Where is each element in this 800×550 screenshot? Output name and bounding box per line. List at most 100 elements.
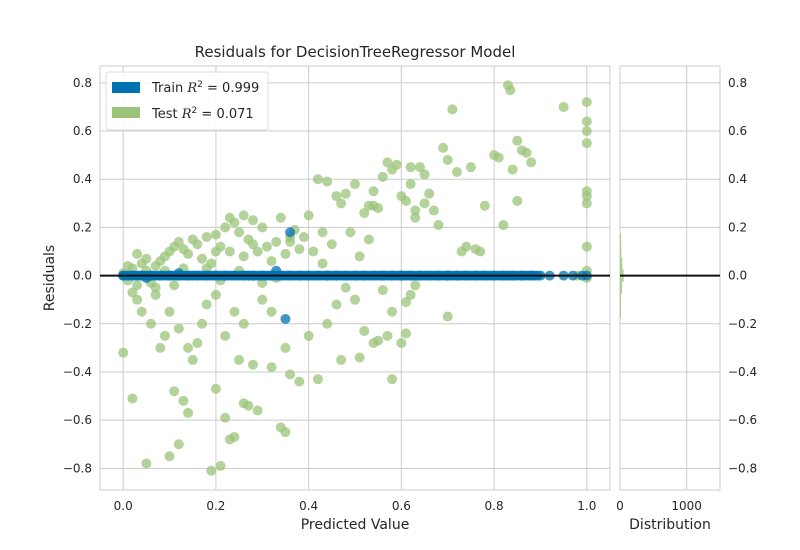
test-point bbox=[359, 326, 370, 336]
test-point bbox=[252, 246, 263, 257]
test-point bbox=[220, 330, 231, 341]
x-tick-label: 1.0 bbox=[577, 499, 596, 513]
test-point bbox=[505, 85, 516, 96]
test-point bbox=[164, 306, 175, 317]
test-point bbox=[350, 294, 360, 305]
test-point bbox=[257, 222, 268, 233]
distribution-y-tick-label: 0.2 bbox=[728, 220, 747, 234]
test-point bbox=[234, 227, 245, 238]
test-point bbox=[479, 200, 490, 211]
test-point bbox=[173, 439, 184, 450]
test-point bbox=[447, 104, 458, 115]
test-point bbox=[373, 335, 384, 346]
x-axis-label: Predicted Value bbox=[301, 517, 410, 533]
test-point bbox=[401, 297, 411, 308]
test-point bbox=[155, 342, 166, 353]
test-point bbox=[452, 167, 462, 177]
test-point bbox=[127, 287, 138, 298]
test-point bbox=[243, 400, 254, 411]
test-point bbox=[581, 138, 592, 149]
test-point bbox=[229, 432, 240, 442]
test-point bbox=[507, 164, 518, 175]
test-point bbox=[336, 354, 347, 365]
test-point bbox=[442, 154, 453, 165]
test-point bbox=[405, 179, 416, 190]
test-point bbox=[266, 362, 277, 373]
test-point bbox=[136, 306, 147, 317]
y-tick-label: 0.0 bbox=[73, 269, 92, 283]
test-point bbox=[141, 458, 152, 469]
test-point bbox=[387, 374, 398, 385]
test-point bbox=[308, 246, 319, 257]
test-point bbox=[317, 258, 328, 269]
test-point bbox=[164, 451, 175, 462]
test-point bbox=[252, 405, 263, 416]
test-point bbox=[391, 159, 402, 170]
legend-entry-test: Test R2 = 0.071 bbox=[151, 106, 254, 122]
test-point bbox=[401, 328, 411, 339]
y-tick-label: −0.4 bbox=[63, 365, 92, 379]
test-point bbox=[512, 195, 523, 206]
legend-swatch-test bbox=[112, 107, 140, 118]
test-point bbox=[224, 212, 235, 223]
test-point bbox=[192, 239, 203, 250]
test-point bbox=[192, 338, 203, 349]
test-series bbox=[118, 80, 592, 476]
test-point bbox=[331, 299, 342, 310]
test-point bbox=[201, 232, 212, 243]
test-point bbox=[377, 285, 388, 296]
test-point bbox=[210, 289, 221, 300]
test-point bbox=[322, 176, 333, 187]
distribution-y-tick-label: 0.0 bbox=[728, 269, 747, 283]
test-point bbox=[581, 191, 592, 202]
distribution-y-tick-label: −0.2 bbox=[728, 317, 757, 331]
test-point bbox=[312, 374, 323, 385]
test-point bbox=[229, 306, 240, 317]
distribution-y-tick-label: −0.4 bbox=[728, 365, 757, 379]
distribution-x-ticks: 0 1000 bbox=[616, 499, 702, 513]
distribution-plot-area bbox=[619, 65, 721, 491]
test-point bbox=[173, 236, 184, 247]
distribution-x-tick-label: 1000 bbox=[671, 499, 702, 513]
test-point bbox=[220, 412, 231, 423]
test-point bbox=[285, 236, 296, 247]
distribution-y-tick-label: 0.8 bbox=[728, 76, 747, 90]
test-point bbox=[419, 169, 430, 180]
test-point bbox=[414, 162, 425, 173]
test-point bbox=[210, 246, 221, 257]
test-point bbox=[169, 280, 180, 291]
train-point bbox=[280, 313, 291, 324]
test-point bbox=[382, 330, 393, 341]
x-tick-label: 0.8 bbox=[485, 499, 504, 513]
main-y-ticks: −0.8 −0.6 −0.4 −0.2 0.0 0.2 0.4 0.6 0.8 bbox=[63, 76, 92, 475]
test-point bbox=[238, 210, 249, 221]
test-point bbox=[336, 198, 347, 209]
y-tick-label: 0.4 bbox=[73, 172, 92, 186]
distribution-bar bbox=[620, 293, 621, 306]
test-point bbox=[581, 126, 592, 137]
test-point bbox=[299, 232, 309, 243]
test-point bbox=[428, 205, 439, 216]
test-point bbox=[294, 244, 305, 255]
test-point bbox=[248, 359, 258, 370]
test-point bbox=[285, 369, 296, 380]
test-point bbox=[294, 376, 305, 387]
test-point bbox=[493, 152, 504, 163]
test-point bbox=[197, 253, 207, 264]
y-tick-label: 0.2 bbox=[73, 220, 92, 234]
main-grid bbox=[100, 66, 610, 490]
test-point bbox=[331, 191, 342, 202]
x-tick-label: 0.4 bbox=[299, 499, 318, 513]
legend: Train R2 = 0.999 Test R2 = 0.071 bbox=[105, 71, 269, 131]
distribution-y-tick-label: 0.4 bbox=[728, 172, 747, 186]
test-point bbox=[405, 162, 416, 173]
distribution-bar bbox=[620, 281, 622, 294]
legend-frame bbox=[105, 71, 269, 131]
test-point bbox=[326, 239, 337, 250]
test-point bbox=[183, 248, 194, 259]
test-point bbox=[238, 318, 249, 329]
test-point bbox=[498, 220, 509, 230]
test-point bbox=[197, 318, 207, 329]
test-point bbox=[132, 248, 143, 259]
y-tick-label: −0.8 bbox=[63, 461, 92, 475]
